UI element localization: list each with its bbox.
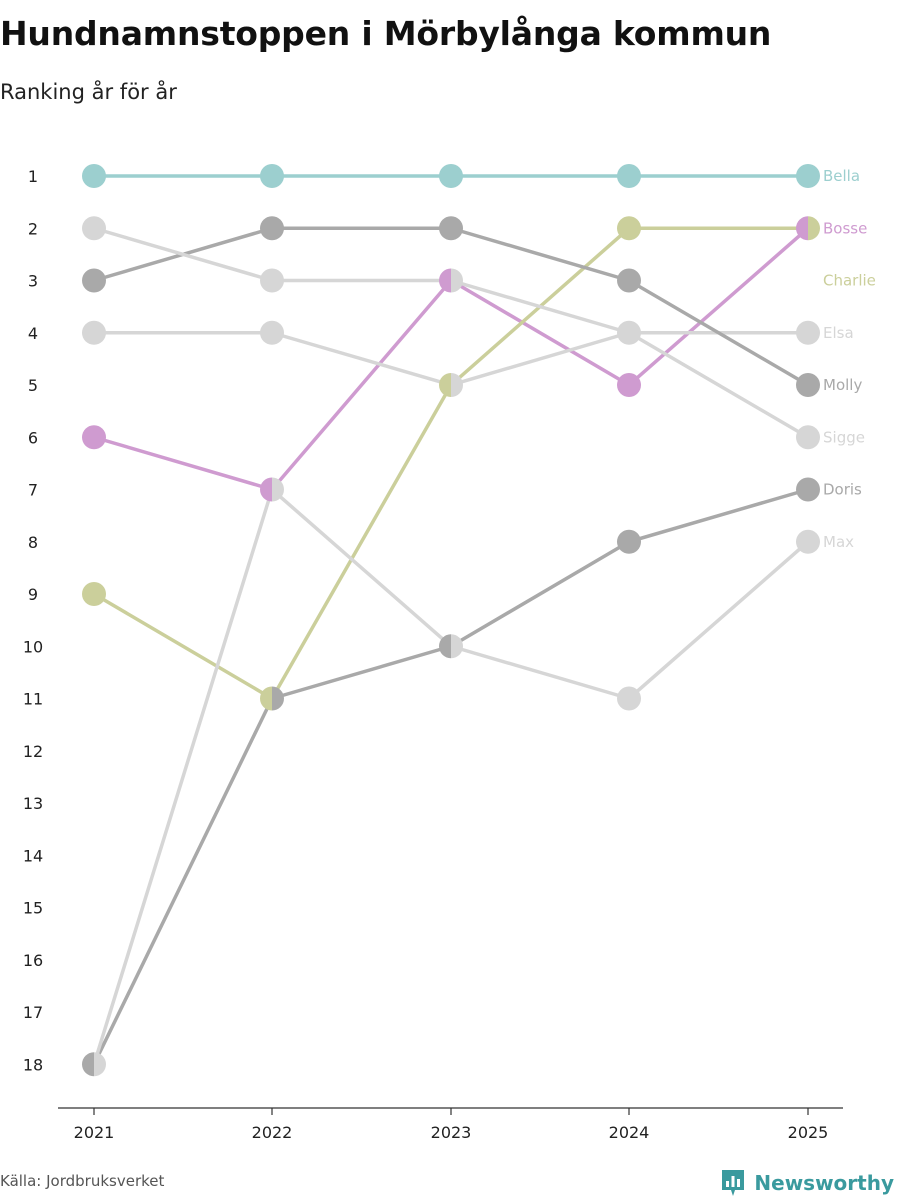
point-max-2025[interactable]	[796, 529, 820, 554]
point-bosse-sigge-2023[interactable]	[439, 268, 464, 293]
point-doris-max-2023[interactable]	[439, 634, 464, 659]
point-bella-2022[interactable]	[260, 164, 284, 188]
point-molly-2025[interactable]	[796, 373, 820, 397]
point-elsa-2025[interactable]	[796, 320, 820, 345]
x-tick-label: 2023	[431, 1123, 472, 1142]
brand-name: Newsworthy	[754, 1171, 894, 1195]
point-half-left	[439, 634, 451, 659]
y-tick-label: 3	[28, 272, 38, 291]
point-charlie-doris-2022[interactable]	[260, 686, 284, 711]
y-tick-label: 11	[23, 690, 43, 709]
x-tick-label: 2025	[788, 1123, 829, 1142]
series-label-elsa: Elsa	[823, 324, 854, 342]
point-doris-2025[interactable]	[796, 477, 820, 502]
series-line-molly	[93, 226, 809, 387]
y-tick-label: 2	[28, 219, 38, 238]
brand-logo[interactable]: Newsworthy	[720, 1168, 894, 1198]
point-max-2024[interactable]	[617, 686, 641, 711]
y-tick-label: 14	[23, 846, 43, 865]
y-tick-label: 9	[28, 585, 38, 604]
point-charlie-2024[interactable]	[617, 216, 641, 241]
series-label-max: Max	[823, 533, 854, 551]
x-tick-label: 2022	[252, 1123, 293, 1142]
point-half-left	[260, 477, 272, 502]
y-tick-label: 16	[23, 951, 43, 970]
point-half-left	[617, 320, 629, 345]
y-tick-label: 18	[23, 1055, 43, 1074]
point-bosse-max-2022[interactable]	[260, 477, 284, 502]
point-molly-2021[interactable]	[82, 268, 106, 293]
point-bella-2023[interactable]	[439, 164, 463, 188]
series-label-molly: Molly	[823, 376, 862, 394]
point-half-right	[808, 216, 820, 241]
chart-title: Hundnamnstoppen i Mörbylånga kommun	[0, 14, 772, 53]
point-half-right	[451, 373, 463, 397]
point-half-right	[94, 1052, 107, 1077]
y-tick-label: 6	[28, 428, 38, 447]
point-charlie-2021[interactable]	[82, 582, 106, 606]
point-half-left	[439, 268, 451, 293]
series-line-charlie	[93, 226, 808, 701]
point-half-right	[272, 477, 284, 502]
series-label-charlie: Charlie	[823, 272, 876, 290]
series-line-bosse	[93, 226, 810, 492]
series-label-sigge: Sigge	[823, 428, 865, 446]
y-tick-label: 5	[28, 376, 38, 395]
series-line-max	[92, 487, 810, 1065]
point-bella-2025[interactable]	[796, 164, 820, 188]
source-note: Källa: Jordbruksverket	[0, 1172, 165, 1190]
point-molly-2023[interactable]	[439, 216, 463, 241]
y-tick-label: 17	[23, 1003, 43, 1022]
point-elsa-2022[interactable]	[260, 320, 284, 345]
point-elsa-2021[interactable]	[82, 320, 106, 345]
point-bosse-2024[interactable]	[617, 373, 641, 397]
point-bosse-charlie-2025[interactable]	[796, 216, 820, 241]
point-half-left	[260, 686, 272, 711]
y-tick-label: 4	[28, 324, 38, 343]
y-tick-label: 1	[28, 167, 38, 186]
point-half-right	[272, 686, 284, 711]
x-tick-label: 2024	[609, 1123, 650, 1142]
point-bella-2021[interactable]	[82, 164, 106, 188]
point-molly-2024[interactable]	[617, 268, 641, 293]
point-sigge-2021[interactable]	[82, 216, 106, 241]
series-label-doris: Doris	[823, 481, 862, 499]
y-tick-label: 15	[23, 899, 43, 918]
series-line-doris	[92, 487, 809, 1066]
y-tick-label: 13	[23, 794, 43, 813]
point-doris-max-2021[interactable]	[82, 1052, 107, 1077]
point-bella-2024[interactable]	[617, 164, 641, 188]
point-half-right	[629, 320, 641, 345]
point-half-left	[439, 373, 451, 397]
point-charlie-elsa-2023[interactable]	[439, 373, 463, 397]
point-half-left	[82, 1052, 94, 1077]
y-tick-label: 12	[23, 742, 43, 761]
point-molly-2022[interactable]	[260, 216, 284, 241]
point-half-left	[796, 216, 808, 241]
point-sigge-2025[interactable]	[796, 425, 820, 450]
y-tick-label: 10	[23, 637, 43, 656]
y-tick-label: 8	[28, 533, 38, 552]
series-points	[82, 164, 820, 1077]
y-tick-label: 7	[28, 481, 38, 500]
chart-subtitle: Ranking år för år	[0, 80, 177, 104]
point-elsa-sigge-2024[interactable]	[617, 320, 641, 345]
point-half-right	[451, 268, 464, 293]
bar-chart-logo-icon	[722, 1170, 745, 1196]
series-lines	[92, 174, 810, 1066]
point-doris-2024[interactable]	[617, 529, 641, 554]
point-bosse-2021[interactable]	[82, 425, 106, 450]
x-tick-label: 2021	[74, 1123, 115, 1142]
point-sigge-2022[interactable]	[260, 268, 284, 293]
series-label-bella: Bella	[823, 167, 860, 185]
point-half-right	[451, 634, 464, 659]
series-label-bosse: Bosse	[823, 219, 867, 237]
